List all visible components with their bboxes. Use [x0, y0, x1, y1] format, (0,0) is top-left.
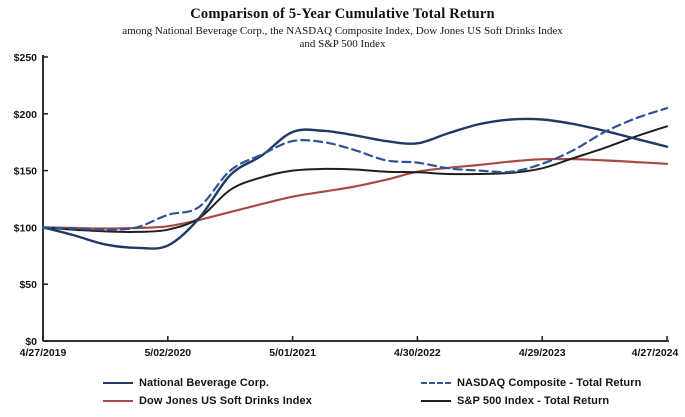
- x-tick-label: 4/30/2022: [394, 347, 441, 359]
- y-tick-label: $100: [14, 222, 38, 234]
- x-tick-label: 5/01/2021: [269, 347, 316, 359]
- dashed-blue-line-swatch: [421, 382, 451, 384]
- series-line-1: [41, 107, 669, 231]
- legend-item-dow-jones-soft-drinks: Dow Jones US Soft Drinks Index: [103, 394, 421, 408]
- series-line-0: [41, 117, 669, 250]
- solid-black-line-swatch: [421, 400, 451, 402]
- legend-label: Dow Jones US Soft Drinks Index: [139, 395, 312, 407]
- y-tick-label: $250: [14, 52, 38, 64]
- solid-navy-line-swatch: [103, 382, 133, 384]
- chart-header: Comparison of 5-Year Cumulative Total Re…: [0, 6, 685, 51]
- x-tick-label: 4/27/2019: [20, 347, 67, 359]
- x-tick-label: 5/02/2020: [144, 347, 191, 359]
- chart-subtitle: among National Beverage Corp., the NASDA…: [0, 25, 685, 51]
- chart-legend: National Beverage Corp. NASDAQ Composite…: [103, 376, 663, 408]
- x-tick-label: 4/29/2023: [519, 347, 566, 359]
- legend-item-nasdaq-composite: NASDAQ Composite - Total Return: [421, 376, 663, 390]
- y-tick-label: $0: [25, 336, 37, 348]
- chart-subtitle-line2: and S&P 500 Index: [299, 38, 386, 50]
- legend-label: S&P 500 Index - Total Return: [457, 395, 610, 407]
- y-tick-label: $50: [19, 279, 37, 291]
- y-tick-label: $150: [14, 166, 38, 178]
- legend-label: NASDAQ Composite - Total Return: [457, 377, 642, 389]
- solid-red-line-swatch: [103, 400, 133, 402]
- y-tick-label: $200: [14, 109, 38, 121]
- legend-label: National Beverage Corp.: [139, 377, 270, 389]
- series-line-2: [41, 157, 669, 230]
- legend-item-national-beverage: National Beverage Corp.: [103, 376, 421, 390]
- series-line-3: [42, 125, 668, 234]
- chart-subtitle-line1: among National Beverage Corp., the NASDA…: [122, 25, 563, 37]
- chart-title: Comparison of 5-Year Cumulative Total Re…: [190, 6, 495, 22]
- x-tick-label: 4/27/2024: [632, 347, 679, 359]
- legend-item-sp500: S&P 500 Index - Total Return: [421, 394, 663, 408]
